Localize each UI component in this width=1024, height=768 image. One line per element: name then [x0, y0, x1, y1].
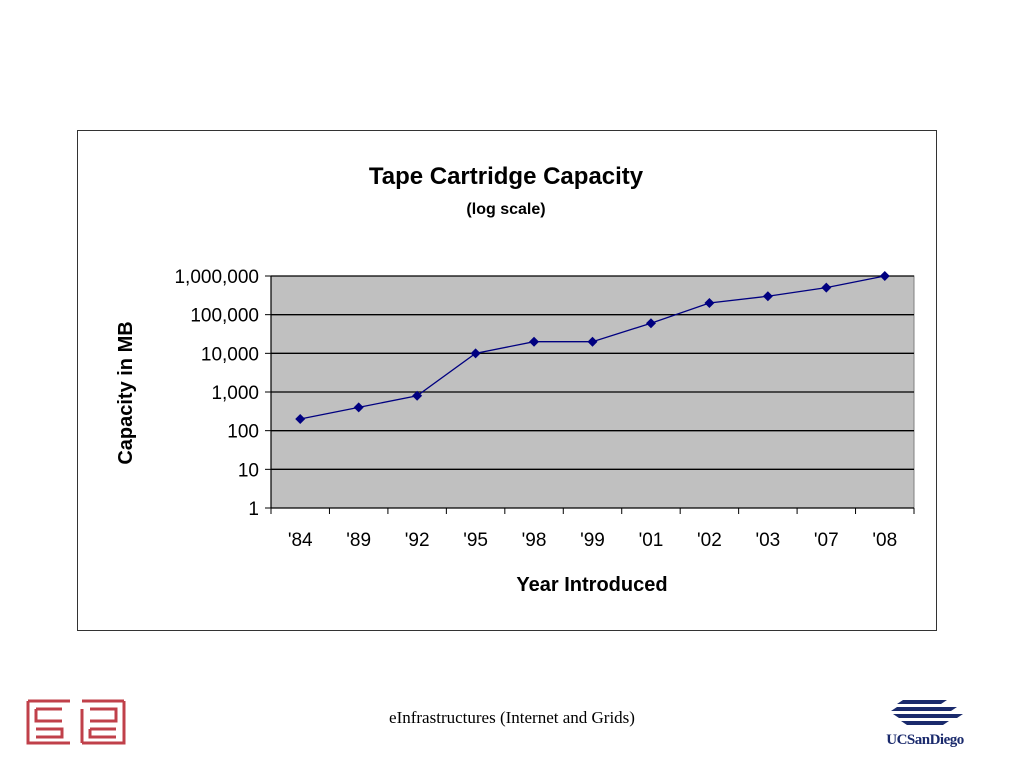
x-axis-label: Year Introduced — [516, 574, 667, 596]
x-tick-label: '92 — [405, 530, 430, 551]
data-point-marker — [762, 291, 773, 302]
y-tick-label: 100 — [227, 422, 259, 443]
x-tick-label: '98 — [522, 530, 547, 551]
chart-subtitle: (log scale) — [466, 201, 545, 218]
x-tick-label: '07 — [814, 530, 839, 551]
data-point-marker — [879, 271, 890, 281]
footer-caption: eInfrastructures (Internet and Grids) — [389, 708, 635, 727]
data-point-marker — [412, 390, 423, 401]
ucsd-wave-icon — [891, 700, 963, 725]
left-logo — [26, 699, 126, 750]
data-point-marker — [704, 298, 715, 309]
y-tick-label: 100,000 — [190, 306, 259, 327]
ucsd-logo: UCSanDiego — [877, 696, 973, 748]
maze-logo-icon — [26, 699, 126, 745]
y-tick-label: 10,000 — [201, 344, 259, 365]
data-point-marker — [645, 318, 656, 329]
x-tick-label: '08 — [872, 530, 897, 551]
data-point-marker — [529, 336, 540, 347]
data-point-marker — [821, 282, 832, 293]
x-tick-label: '02 — [697, 530, 722, 551]
x-tick-label: '95 — [463, 530, 488, 551]
chart-frame: Tape Cartridge Capacity (log scale) Year… — [77, 130, 937, 631]
data-point-marker — [587, 336, 598, 347]
y-tick-label: 1,000,000 — [174, 267, 259, 288]
x-tick-label: '89 — [346, 530, 371, 551]
chart-title: Tape Cartridge Capacity — [369, 163, 644, 190]
y-tick-label: 1,000 — [211, 383, 259, 404]
tape-capacity-chart: Tape Cartridge Capacity (log scale) Year… — [115, 163, 915, 596]
y-tick-label: 1 — [248, 499, 259, 520]
x-tick-label: '01 — [639, 530, 664, 551]
data-point-marker — [470, 348, 481, 359]
data-point-marker — [295, 414, 306, 425]
x-tick-label: '84 — [288, 530, 313, 551]
y-tick-label: 10 — [238, 460, 259, 481]
x-tick-label: '99 — [580, 530, 605, 551]
ucsd-logo-text: UCSanDiego — [886, 732, 964, 748]
data-point-marker — [353, 402, 364, 413]
y-axis-label: Capacity in MB — [115, 321, 137, 464]
x-tick-label: '03 — [755, 530, 780, 551]
